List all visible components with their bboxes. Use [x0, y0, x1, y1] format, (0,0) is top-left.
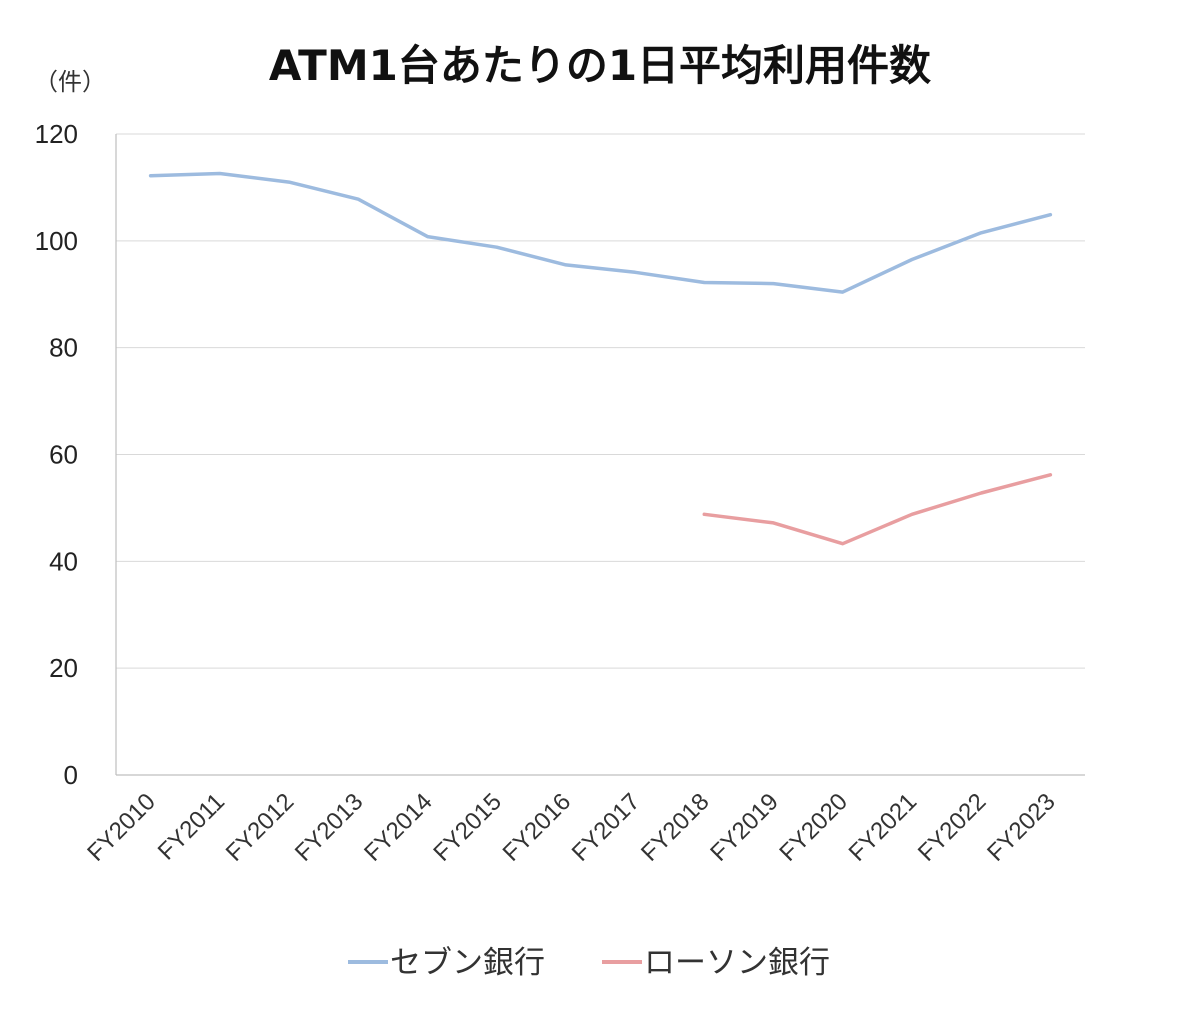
legend-label: セブン銀行 [390, 945, 545, 981]
x-tick-label: FY2012 [221, 788, 300, 867]
axis-layer [115, 134, 1085, 776]
chart-title: ATM1台あたりの1日平均利用件数 [269, 41, 931, 90]
y-tick-labels: 0 20 40 60 80 100 120 [35, 119, 78, 790]
x-tick-label: FY2010 [82, 788, 161, 867]
x-tick-label: FY2020 [774, 788, 853, 867]
series-line-1 [148, 171, 1053, 294]
x-tick-label: FY2015 [428, 788, 507, 867]
x-tick-label: FY2022 [913, 788, 992, 867]
y-tick-label: 60 [49, 440, 78, 470]
x-tick-label: FY2016 [498, 788, 577, 867]
x-tick-label: FY2014 [359, 788, 438, 867]
x-tick-label: FY2013 [290, 788, 369, 867]
legend-label: ローソン銀行 [644, 945, 830, 981]
grid-layer [116, 133, 1085, 669]
x-tick-label: FY2018 [636, 788, 715, 867]
y-tick-label: 0 [64, 760, 78, 790]
x-tick-label: FY2017 [567, 788, 646, 867]
series-layer [148, 171, 1053, 546]
y-tick-label: 20 [49, 653, 78, 683]
x-tick-label: FY2019 [705, 788, 784, 867]
legend: セブン銀行 ローソン銀行 [348, 945, 830, 981]
series-line-2 [702, 473, 1053, 546]
y-tick-label: 40 [49, 546, 78, 576]
x-tick-labels: FY2010FY2011FY2012FY2013FY2014FY2015FY20… [82, 788, 1060, 867]
y-unit-label: （件） [34, 68, 106, 96]
y-tick-label: 100 [35, 226, 78, 256]
y-tick-label: 120 [35, 119, 78, 149]
y-tick-label: 80 [49, 333, 78, 363]
x-tick-label: FY2023 [982, 788, 1061, 867]
x-tick-label: FY2021 [844, 788, 923, 867]
x-tick-label: FY2011 [153, 788, 230, 865]
